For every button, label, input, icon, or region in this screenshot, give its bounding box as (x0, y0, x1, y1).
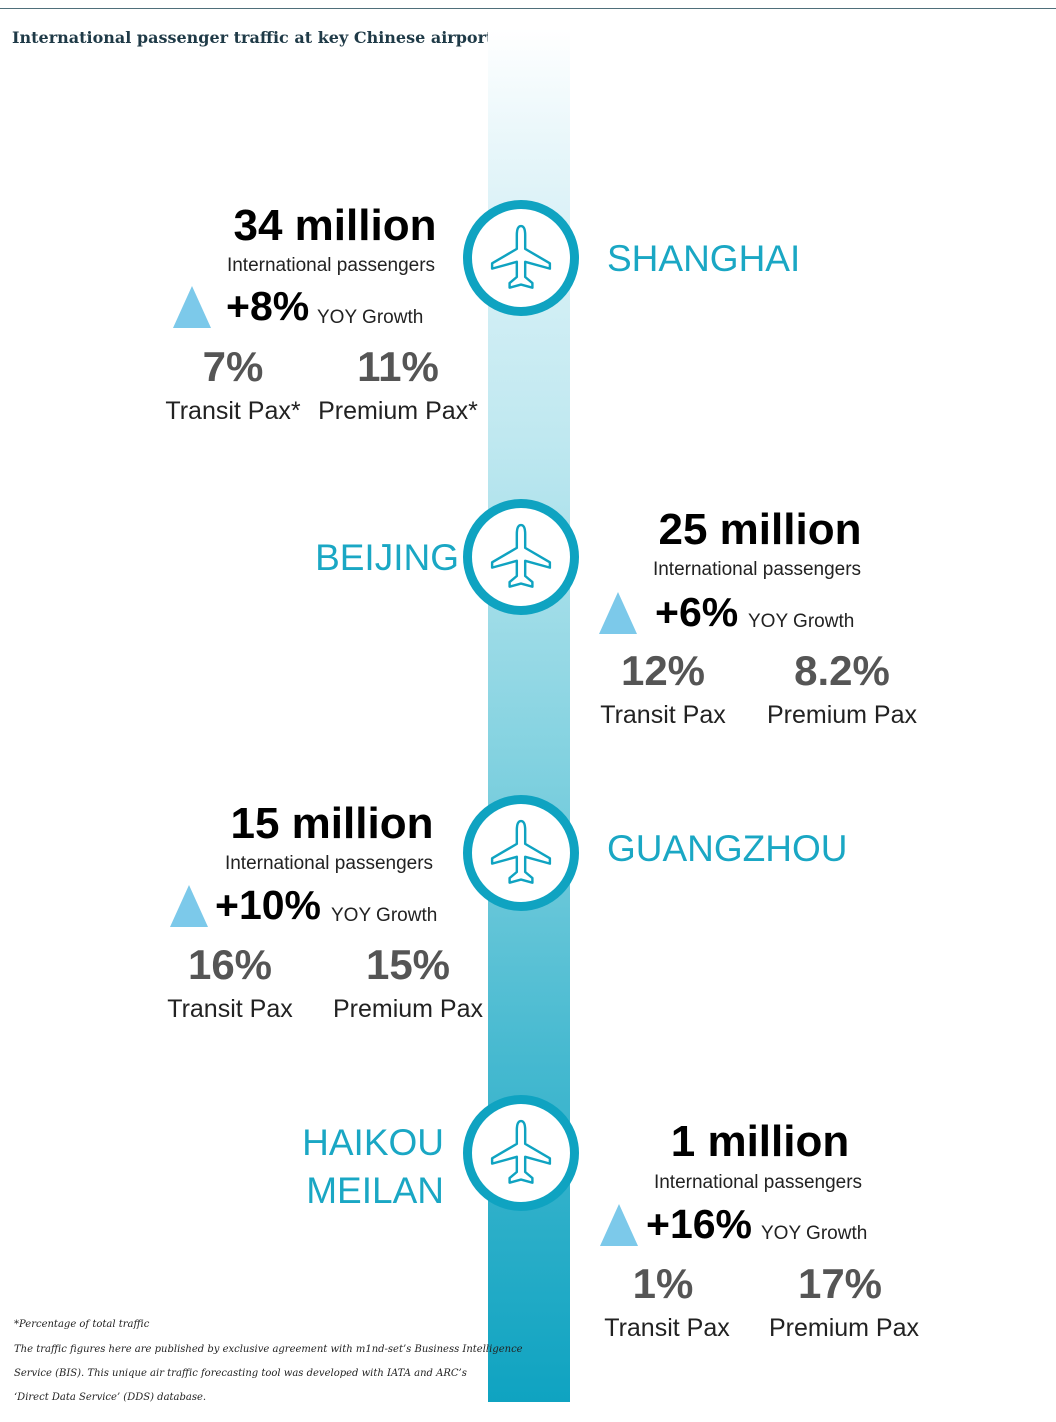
footnote-line-3: ‘Direct Data Service’ (DDS) database. (14, 1392, 207, 1403)
growth-label-haikou: YOY Growth (761, 1223, 868, 1244)
airplane-icon (490, 819, 552, 884)
up-triangle-icon (170, 885, 208, 927)
city-haikou-line1: HAIKOU (302, 1122, 444, 1163)
passengers-label-guangzhou: International passengers (224, 853, 434, 874)
growth-value-shanghai: +8% (226, 283, 310, 329)
transit-value-shanghai: 7% (202, 343, 264, 390)
premium-value-guangzhou: 15% (365, 941, 451, 988)
airplane-badge-haikou (463, 1095, 579, 1211)
transit-label-beijing: Transit Pax (600, 701, 726, 729)
premium-value-haikou: 17% (797, 1260, 883, 1307)
top-rule (0, 8, 1056, 9)
airplane-icon (490, 1119, 552, 1184)
premium-label-haikou: Premium Pax (768, 1314, 920, 1342)
growth-label-beijing: YOY Growth (748, 611, 855, 632)
passengers-value-guangzhou: 15 million (230, 799, 434, 848)
growth-label-guangzhou: YOY Growth (331, 905, 438, 926)
up-triangle-icon (173, 286, 211, 328)
city-haikou-line2: MEILAN (306, 1170, 444, 1211)
transit-label-shanghai: Transit Pax* (165, 397, 301, 425)
footnote-line-1: The traffic figures here are published b… (14, 1344, 523, 1355)
airplane-badge-beijing (463, 499, 579, 615)
transit-value-guangzhou: 16% (187, 941, 273, 988)
passengers-value-beijing: 25 million (658, 505, 862, 554)
passengers-label-shanghai: International passengers (226, 255, 436, 276)
premium-value-beijing: 8.2% (794, 647, 890, 694)
growth-label-shanghai: YOY Growth (317, 307, 424, 328)
passengers-label-haikou: International passengers (653, 1172, 863, 1193)
airplane-icon (490, 523, 552, 588)
up-triangle-icon (600, 1204, 638, 1246)
growth-value-guangzhou: +10% (215, 882, 322, 928)
city-guangzhou: GUANGZHOU (607, 828, 848, 869)
airplane-icon (490, 224, 552, 289)
airplane-badge-shanghai (463, 200, 579, 316)
transit-label-haikou: Transit Pax (604, 1314, 730, 1342)
passengers-value-shanghai: 34 million (233, 201, 437, 250)
premium-label-shanghai: Premium Pax* (318, 397, 478, 425)
page-title: International passenger traffic at key C… (12, 28, 553, 47)
passengers-label-beijing: International passengers (652, 559, 862, 580)
premium-label-guangzhou: Premium Pax (332, 995, 484, 1023)
growth-value-haikou: +16% (646, 1201, 753, 1247)
transit-value-beijing: 12% (620, 647, 706, 694)
transit-value-haikou: 1% (632, 1260, 694, 1307)
footnote-asterisk: *Percentage of total traffic (14, 1319, 150, 1330)
premium-label-beijing: Premium Pax (766, 701, 918, 729)
premium-value-shanghai: 11% (357, 343, 439, 390)
growth-value-beijing: +6% (655, 589, 739, 635)
footnote-line-2: Service (BIS). This unique air traffic f… (14, 1368, 467, 1379)
city-shanghai: SHANGHAI (607, 238, 801, 279)
passengers-value-haikou: 1 million (670, 1117, 850, 1166)
up-triangle-icon (599, 592, 637, 634)
city-beijing: BEIJING (315, 537, 459, 578)
transit-label-guangzhou: Transit Pax (167, 995, 293, 1023)
airplane-badge-guangzhou (463, 795, 579, 911)
